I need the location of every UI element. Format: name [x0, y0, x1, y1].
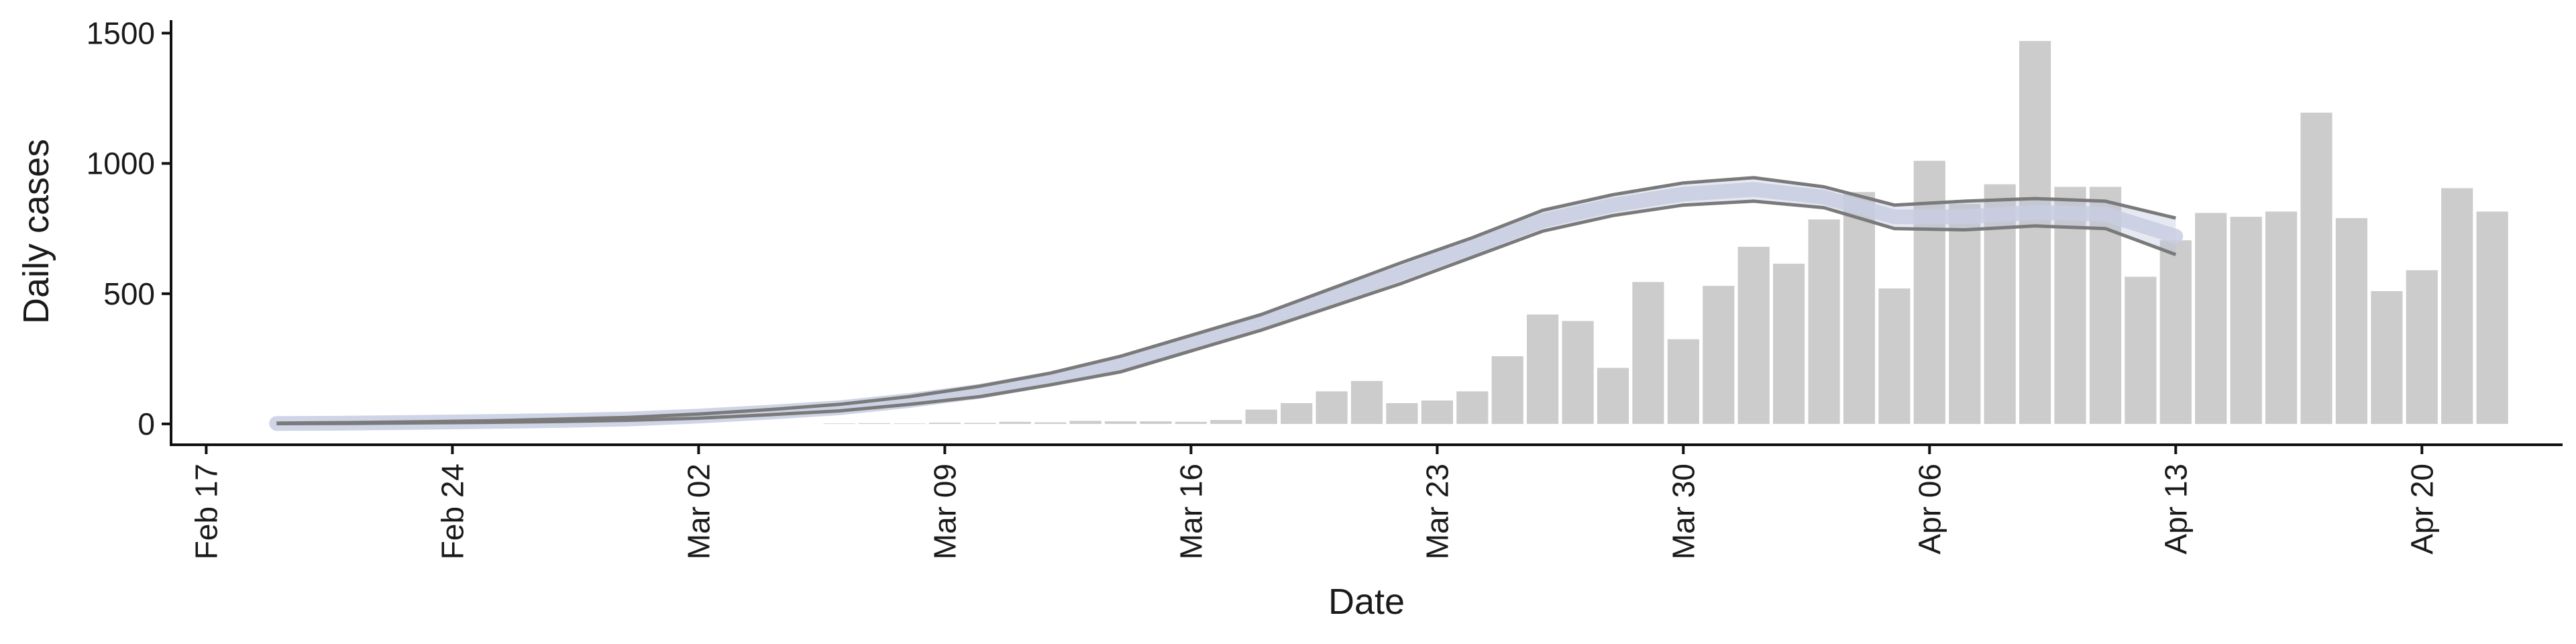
bar-2020-04-12 [2125, 276, 2157, 424]
bar-2020-04-13 [2159, 240, 2192, 424]
bar-2020-04-03 [1808, 219, 1840, 424]
x-tick-label-2020-04-13: Apr 13 [2158, 464, 2193, 555]
axes-layer [170, 20, 2563, 446]
bar-2020-04-15 [2230, 217, 2262, 424]
bar-2020-03-12 [1034, 422, 1067, 424]
estimate-layer [269, 176, 2184, 431]
estimate-upper-line [276, 176, 2176, 425]
bar-2020-03-19 [1281, 402, 1313, 424]
bar-2020-03-21 [1350, 380, 1383, 424]
bar-2020-04-14 [2195, 213, 2227, 424]
y-tick-label-1500: 1500 [87, 15, 155, 50]
bar-2020-03-14 [1104, 421, 1137, 424]
y-tick-label-500: 500 [103, 276, 155, 311]
bar-2020-03-23 [1421, 400, 1453, 424]
bar-2020-03-24 [1456, 391, 1489, 424]
bar-2020-03-11 [999, 421, 1031, 424]
bar-2020-04-11 [2089, 186, 2122, 424]
bar-2020-04-22 [2476, 211, 2508, 424]
bar-2020-04-04 [1843, 192, 1876, 424]
x-axis-title: Date [1328, 582, 1405, 622]
estimate-ribbon [276, 177, 2176, 424]
x-tick-label-2020-03-23: Mar 23 [1419, 464, 1454, 559]
bar-2020-03-06 [823, 423, 855, 424]
bar-2020-04-07 [1949, 203, 1981, 424]
bar-2020-03-07 [858, 423, 891, 424]
bar-2020-04-17 [2300, 112, 2332, 424]
bar-2020-04-20 [2406, 270, 2438, 424]
bar-2020-04-21 [2441, 188, 2473, 424]
bar-2020-04-18 [2335, 218, 2367, 424]
bar-2020-03-27 [1562, 321, 1594, 424]
bar-2020-04-08 [1984, 184, 2016, 424]
bar-2020-04-09 [2019, 41, 2051, 425]
bar-2020-04-16 [2265, 211, 2298, 424]
y-tick-label-1000: 1000 [87, 146, 155, 181]
bar-2020-03-16 [1175, 421, 1207, 424]
x-tick-label-2020-02-24: Feb 24 [435, 464, 470, 559]
bar-2020-03-08 [894, 423, 926, 424]
bar-2020-03-26 [1527, 314, 1559, 424]
x-tick-label-2020-04-06: Apr 06 [1912, 464, 1947, 555]
bar-2020-04-02 [1773, 264, 1805, 424]
x-tick-label-2020-02-17: Feb 17 [189, 464, 223, 559]
bar-2020-03-09 [928, 423, 961, 424]
bar-2020-03-22 [1386, 402, 1418, 424]
x-ticks: Feb 17 Feb 24 Mar 02 Mar 09 Mar 16 Mar 23 Mar … [189, 445, 2439, 559]
bar-2020-04-19 [2371, 290, 2403, 424]
x-tick-label-2020-03-09: Mar 09 [927, 464, 962, 559]
bar-2020-03-18 [1245, 409, 1277, 424]
bar-2020-04-01 [1737, 246, 1770, 424]
bar-2020-03-17 [1210, 420, 1242, 424]
bar-2020-03-29 [1632, 282, 1664, 424]
bar-2020-03-13 [1069, 421, 1102, 424]
bar-2020-03-15 [1140, 421, 1172, 424]
y-ticks: 0 500 1000 1500 [87, 15, 171, 441]
bar-2020-03-20 [1316, 391, 1348, 424]
bar-2020-03-10 [964, 423, 996, 424]
bar-2020-04-06 [1913, 160, 1945, 424]
bar-2020-03-28 [1597, 368, 1629, 424]
x-tick-label-2020-03-16: Mar 16 [1173, 464, 1208, 559]
x-tick-label-2020-04-20: Apr 20 [2404, 464, 2439, 555]
bar-2020-03-31 [1703, 286, 1735, 424]
y-axis-title: Daily cases [16, 139, 56, 324]
y-tick-label-0: 0 [138, 407, 155, 441]
x-tick-label-2020-03-02: Mar 02 [681, 464, 716, 559]
bar-2020-04-05 [1878, 288, 1911, 424]
estimate-lower-line [276, 199, 2177, 425]
x-tick-label-2020-03-30: Mar 30 [1666, 464, 1701, 559]
bars-layer [823, 41, 2508, 425]
bar-2020-03-25 [1491, 356, 1523, 424]
bar-2020-03-30 [1667, 339, 1699, 424]
